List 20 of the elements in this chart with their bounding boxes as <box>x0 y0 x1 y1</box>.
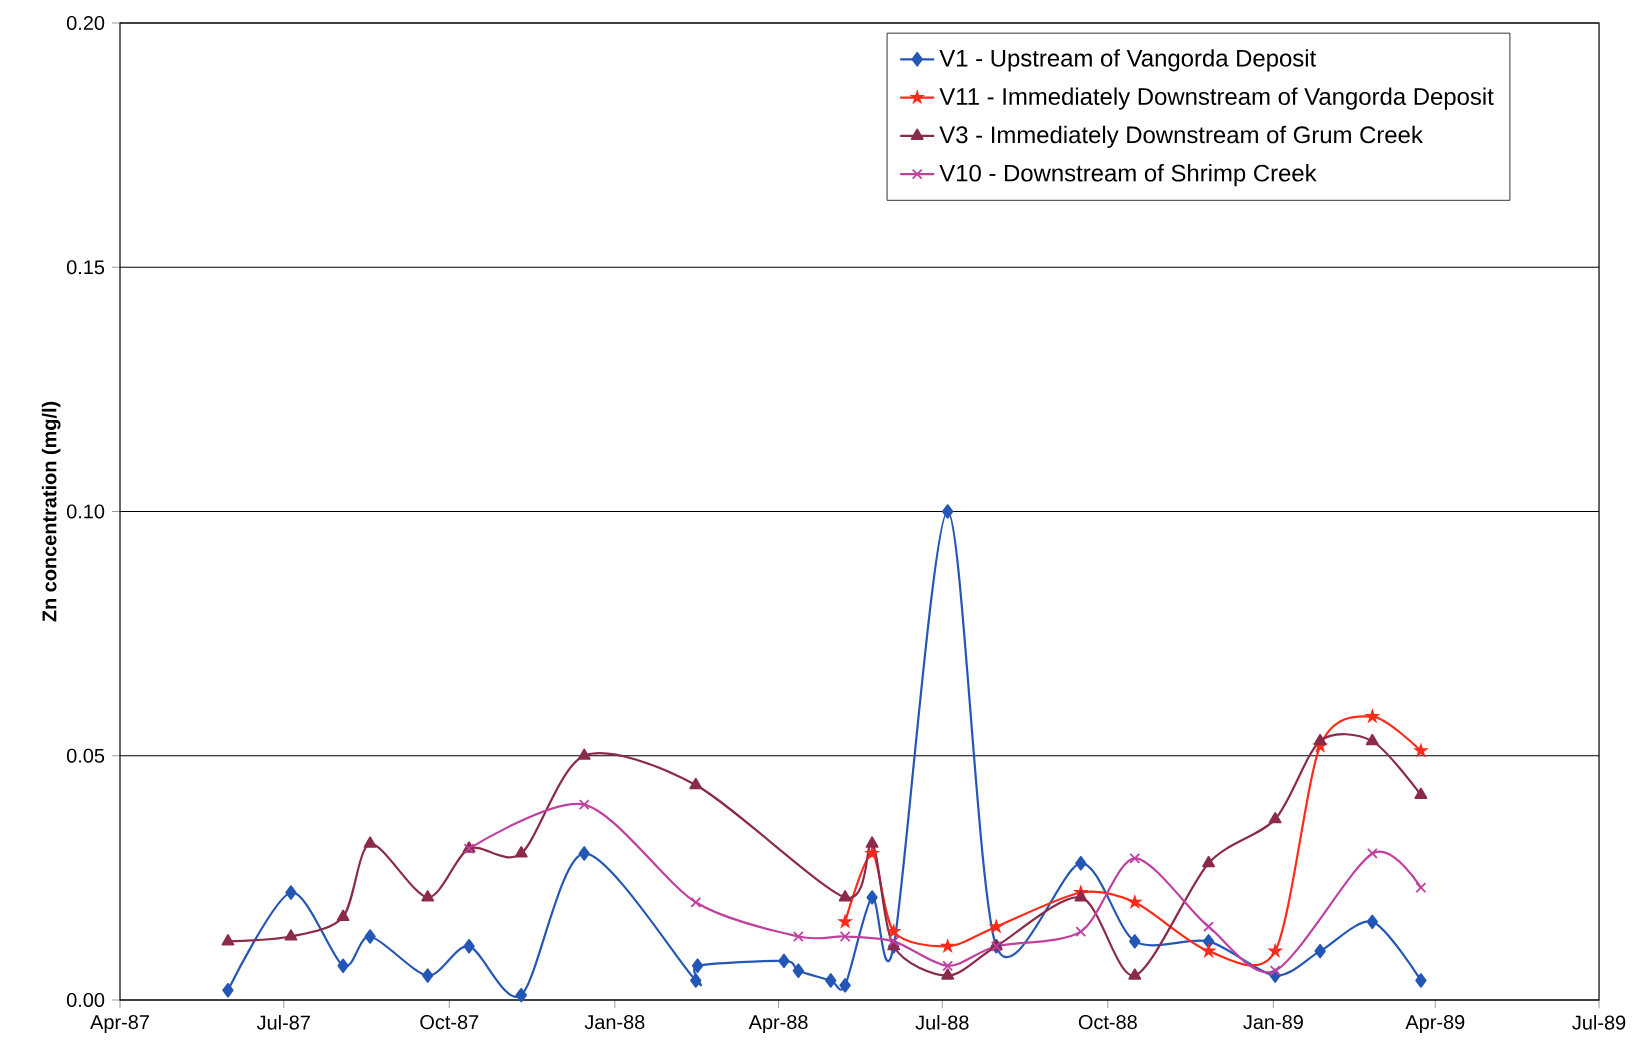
x-tick-label: Oct-87 <box>420 1015 479 1030</box>
y-tick-label: 0.05 <box>66 748 105 763</box>
legend-label: V3 - Immediately Downstream of Grum Creek <box>939 125 1423 149</box>
y-tick-label: 0.20 <box>66 15 105 31</box>
y-tick-label: 0.15 <box>66 260 105 275</box>
legend-label: V11 - Immediately Downstream of Vangorda Deposit <box>939 87 1494 110</box>
legend-label: V10 - Downstream of Shrimp Creek <box>939 164 1317 187</box>
x-tick-label: Apr-88 <box>748 1015 808 1034</box>
x-tick-label: Jul-88 <box>915 1015 969 1030</box>
x-tick-label: Apr-87 <box>90 1015 149 1034</box>
x-tick-label: Jul-87 <box>256 1015 310 1030</box>
y-axis-title: Zn concentration (mg/l) <box>41 401 61 622</box>
x-tick-label: Oct-88 <box>1078 1015 1137 1030</box>
x-tick-label: Jan-89 <box>1243 1015 1303 1030</box>
x-tick-label: Jan-88 <box>584 1015 645 1030</box>
y-tick-label: 0.00 <box>66 992 105 1008</box>
legend-label: V1 - Upstream of Vangorda Deposit <box>939 49 1317 72</box>
x-tick-label: Apr-89 <box>1405 1015 1465 1034</box>
y-tick-label: 0.10 <box>66 504 105 519</box>
x-tick-label: Jul-89 <box>1572 1015 1626 1030</box>
